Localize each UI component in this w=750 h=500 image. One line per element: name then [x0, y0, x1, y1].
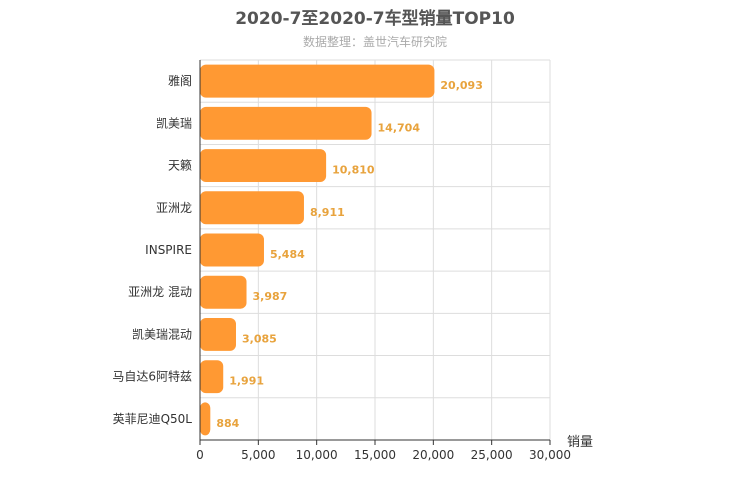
- value-label: 14,704: [378, 121, 421, 134]
- value-label: 8,911: [310, 206, 345, 219]
- chart-title: 2020-7至2020-7车型销量TOP10: [235, 8, 515, 29]
- x-axis-label: 销量: [567, 435, 593, 450]
- bar: [200, 275, 247, 309]
- value-labels: 20,093 14,704 10,810 8,911 5,484 3,987 3,085 1,…: [216, 79, 483, 430]
- chart-subtitle: 数据整理：盖世汽车研究院: [303, 34, 447, 49]
- x-tick-label: 20,000: [412, 448, 454, 462]
- category-label: 凯美瑞: [156, 116, 192, 130]
- bar: [200, 149, 327, 183]
- category-label: 马自达6阿特兹: [112, 369, 192, 384]
- x-tick-label: 5,000: [241, 448, 275, 462]
- category-label: 天籁: [168, 158, 192, 173]
- x-tick-label: 30,000: [529, 448, 571, 462]
- x-tick-label: 15,000: [354, 448, 396, 462]
- value-label: 1,991: [229, 375, 264, 388]
- x-tick-label: 0: [196, 448, 204, 462]
- category-label: 凯美瑞混动: [132, 327, 192, 341]
- bars-group: [200, 64, 435, 436]
- value-label: 5,484: [270, 248, 305, 261]
- value-label: 10,810: [332, 164, 375, 177]
- bar: [200, 233, 264, 267]
- value-label: 884: [216, 417, 239, 430]
- bar: [200, 191, 304, 225]
- value-label: 3,085: [242, 332, 277, 345]
- category-label: 雅阁: [168, 73, 192, 88]
- bar: [200, 64, 435, 98]
- category-label: 英菲尼迪Q50L: [113, 412, 193, 426]
- value-label: 3,987: [253, 290, 288, 303]
- bar: [200, 402, 211, 436]
- value-label: 20,093: [440, 79, 482, 92]
- x-tick-label: 25,000: [471, 448, 513, 462]
- x-tick-label: 10,000: [296, 448, 338, 462]
- category-label: 亚洲龙 混动: [128, 285, 192, 299]
- bar: [200, 106, 372, 140]
- category-label: 亚洲龙: [156, 201, 192, 215]
- category-label: INSPIRE: [145, 243, 192, 257]
- x-axis: 0 5,000 10,000 15,000 20,000 25,000 30,000: [196, 60, 571, 462]
- bar: [200, 317, 236, 351]
- bar: [200, 360, 224, 394]
